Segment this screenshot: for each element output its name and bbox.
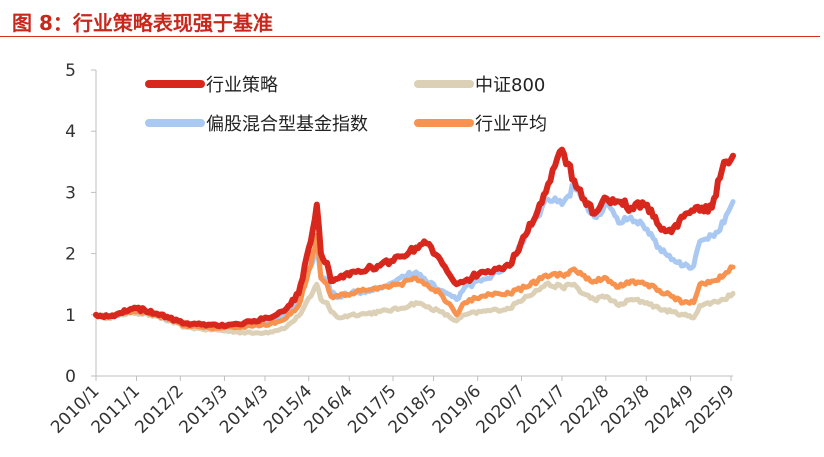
x-tick-label: 2012/2 [131,381,187,437]
y-tick-label: 3 [65,183,76,203]
legend-label-0: 中证800 [475,75,545,96]
axes: 0123452010/12011/12012/22013/32014/32015… [47,61,738,438]
y-tick-label: 1 [65,306,76,326]
y-tick-label: 2 [65,245,76,265]
x-tick-label: 2019/6 [429,381,485,437]
y-tick-label: 5 [65,61,76,81]
legend-label-3: 行业策略 [206,75,278,96]
figure-title: 图 8：行业策略表现强于基准 [0,11,820,37]
legend: 行业策略 中证800 偏股混合型基金指数 行业平均 [145,75,547,135]
legend-label-2: 行业平均 [475,114,547,135]
y-tick-label: 4 [65,122,76,142]
legend-label-1: 偏股混合型基金指数 [206,114,368,135]
y-tick-label: 0 [65,367,76,387]
series-line-3 [93,146,736,330]
series-layer [93,146,736,336]
